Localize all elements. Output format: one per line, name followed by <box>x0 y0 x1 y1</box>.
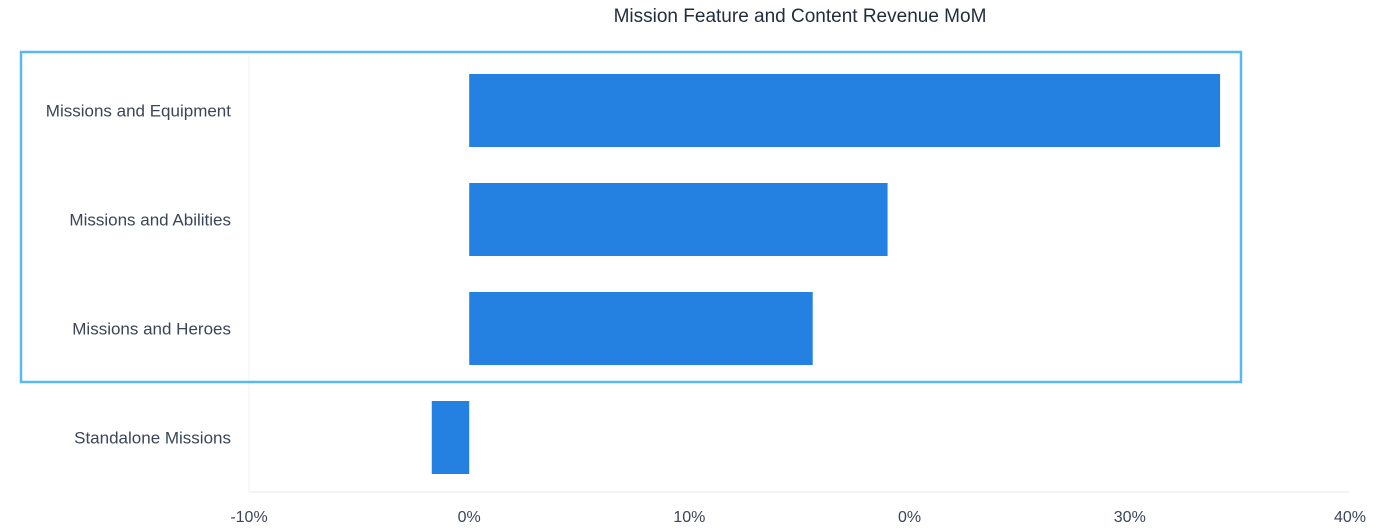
bar[interactable] <box>431 401 470 474</box>
x-tick-label: 30% <box>1114 509 1146 526</box>
x-tick-label: 10% <box>673 509 705 526</box>
bar[interactable] <box>469 183 888 256</box>
x-tick-label: -10% <box>230 509 267 526</box>
chart-title: Mission Feature and Content Revenue MoM <box>613 6 987 27</box>
bar[interactable] <box>469 292 813 365</box>
bar[interactable] <box>469 74 1221 147</box>
x-tick-label: 0% <box>458 509 481 526</box>
x-tick-label: 0% <box>898 509 921 526</box>
category-label: Missions and Abilities <box>69 211 231 230</box>
category-label: Standalone Missions <box>74 429 231 448</box>
category-label: Missions and Heroes <box>72 320 231 339</box>
highlight-box <box>19 50 1243 384</box>
x-tick-label: 40% <box>1334 509 1366 526</box>
category-label: Missions and Equipment <box>46 102 231 121</box>
